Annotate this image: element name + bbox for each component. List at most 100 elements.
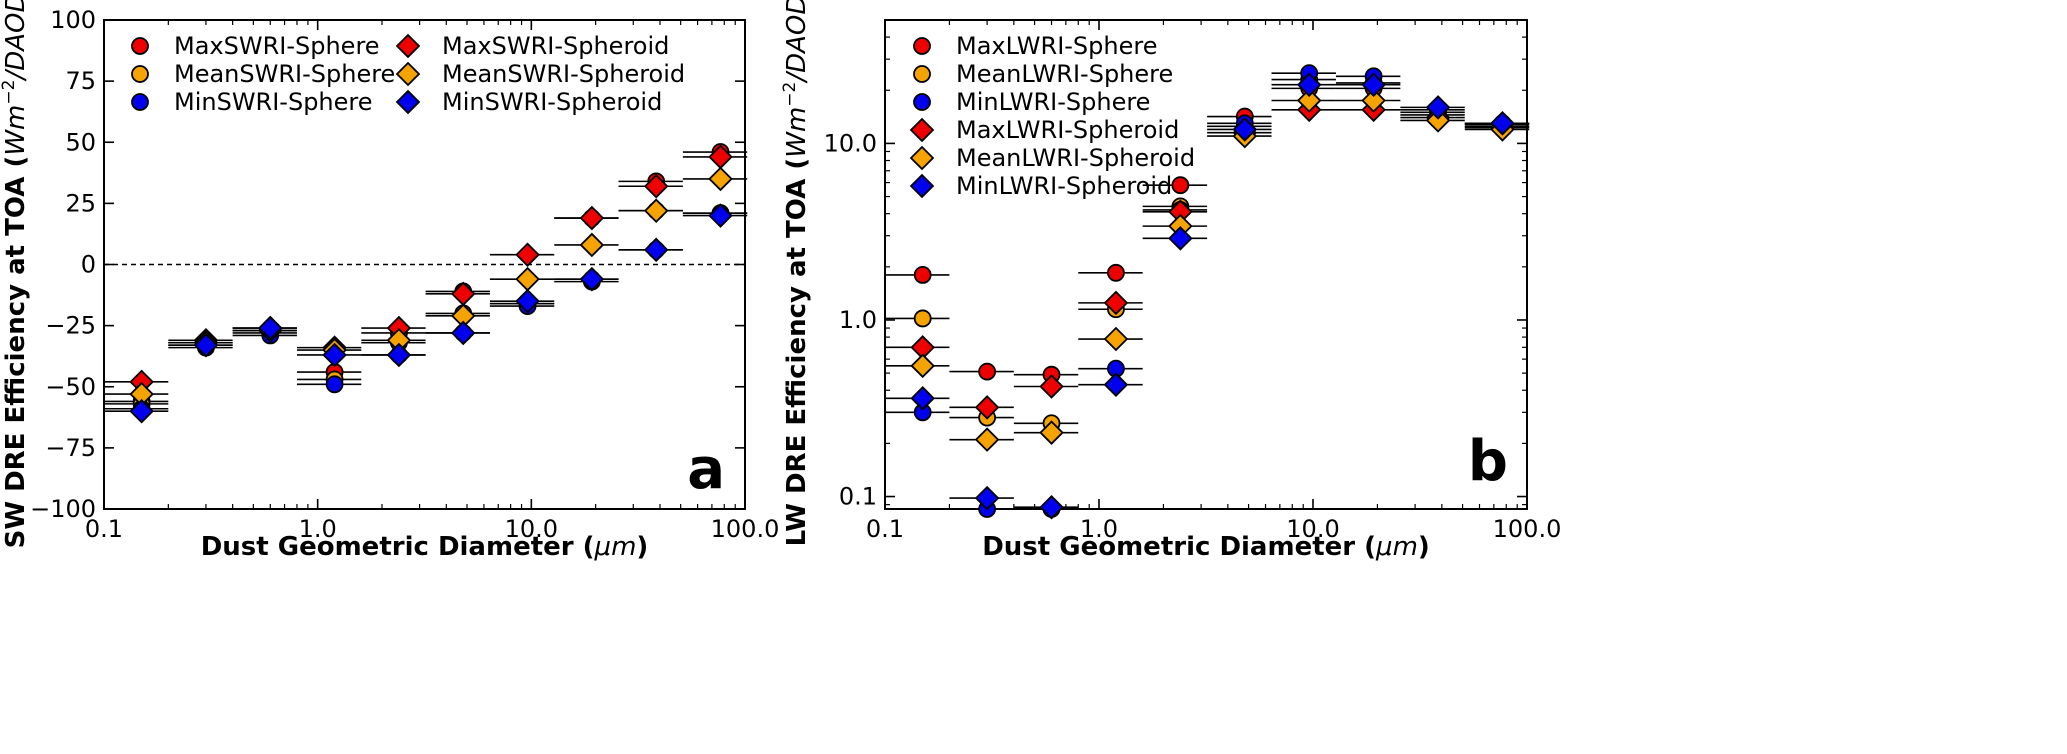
panel-a: 0.1 1.0 10.0 100.0 100 75 50 25 0 −25 −50 −75 −100 Ma… [0,0,779,562]
y-tick-label: 10.0 [824,129,877,157]
data-point-diamond [708,166,733,192]
plot-frame [884,19,1528,510]
data-point-diamond [974,395,1000,420]
data-point-circle [913,266,932,284]
data-point-diamond [1168,226,1193,251]
y-tick-label: 0.1 [839,483,877,511]
y-axis-label-sup: −2 [780,82,800,107]
data-point-diamond [1296,88,1322,113]
y-axis-label: LW DRE Efficiency at TOA (Wm−2/DAOD) [780,0,812,546]
legend-marker-diamond [909,145,935,171]
data-point-diamond [193,332,219,358]
legend-marker-circle [131,65,149,83]
data-point-diamond [1103,326,1129,352]
x-axis-label-tail: ) [1418,532,1430,562]
y-tick-label: −75 [45,434,96,462]
panel-label: a [687,437,725,502]
x-tick-label: 10.0 [1286,515,1339,543]
y-tick-label: 75 [65,67,96,95]
data-point-diamond [1361,88,1386,113]
y-axis-label-unit: Wm [1,105,31,156]
legend-marker-diamond [909,173,935,199]
data-point-circle [913,309,932,328]
legend-marker-diamond [395,89,421,115]
x-axis-label: Dust Geometric Diameter (μm) [201,532,649,562]
data-point-diamond [579,232,605,258]
x-axis-label-unit: μm [1375,532,1418,562]
data-point-diamond [1039,494,1064,520]
data-point-circle [1107,263,1125,282]
data-point-diamond [910,386,935,411]
x-tick-label: 100.0 [711,515,780,543]
data-point-diamond [974,427,1000,452]
y-axis-label-main: SW DRE Efficiency at TOA ( [1,156,31,549]
data-point-diamond [579,205,605,231]
legend-entry-label: MaxSWRI-Sphere [174,32,380,60]
data-point-diamond [1039,420,1064,445]
x-tick-label: 1.0 [299,515,337,543]
data-point-diamond [1232,117,1258,142]
legend-entry-label: MinSWRI-Sphere [174,88,373,116]
y-axis-label-sup: −2 [0,80,19,105]
data-point-diamond [910,353,935,379]
y-tick-label: 25 [65,189,96,217]
x-tick-label: 0.1 [866,515,904,543]
data-point-diamond [1425,95,1451,120]
legend-marker-circle [913,93,931,111]
legend-entry-label: MinLWRI-Spheroid [956,172,1172,200]
data-point-diamond [515,242,540,267]
legend-entry-label: MinLWRI-Sphere [956,88,1150,116]
y-tick-label: −50 [45,373,96,401]
data-point-diamond [386,342,412,368]
legend-marker-diamond [395,61,421,87]
data-point-diamond [515,266,540,292]
y-tick-label: 100 [50,6,96,34]
y-tick-label: −100 [30,495,96,523]
data-point-diamond [708,203,733,228]
data-point-diamond [1361,72,1386,97]
y-tick-label: 1.0 [839,306,877,334]
data-point-circle [1171,176,1190,195]
y-axis-label: SW DRE Efficiency at TOA (Wm−2/DAOD) [0,0,31,548]
legend-marker-circle [131,37,149,55]
y-tick-label: −25 [45,312,96,340]
legend-marker-diamond [395,33,421,59]
legend-marker-circle [913,37,931,55]
y-tick-label: 0 [81,251,96,279]
data-point-diamond [974,485,1000,511]
data-point-diamond [1039,374,1064,399]
data-point-diamond [450,320,476,346]
legend-entry-label: MaxLWRI-Sphere [956,32,1157,60]
y-axis-label-italic: /DAOD [782,0,812,84]
panel-label: b [1468,429,1508,494]
x-axis-label: Dust Geometric Diameter (μm) [982,532,1430,562]
legend: MaxSWRI-SphereMeanSWRI-SphereMinSWRI-Sph… [131,32,685,116]
x-axis-label-unit: μm [594,532,637,562]
data-point-circle [325,375,344,394]
data-point-diamond [643,237,669,263]
y-axis-label-main: LW DRE Efficiency at TOA ( [782,158,812,547]
data-point-diamond [129,398,154,424]
panel-b: 0.1 1.0 10.0 100.010.01.00.1MaxLWRI-SphereM… [780,0,1561,562]
data-point-diamond [1425,108,1451,133]
x-axis-label-main: Dust Geometric Diameter ( [201,532,595,562]
data-point-diamond [643,198,669,223]
data-point-diamond [1103,290,1129,316]
x-tick-label: 0.1 [85,515,123,543]
x-axis-label-tail: ) [636,532,648,562]
legend: MaxLWRI-SphereMeanLWRI-SphereMinLWRI-Sph… [909,32,1195,200]
data-point-diamond [1490,111,1515,136]
data-point-diamond [1103,372,1129,397]
data-point-diamond [450,281,476,307]
legend-marker-diamond [909,117,935,143]
x-tick-label: 100.0 [1493,515,1562,543]
legend-entry-label: MaxLWRI-Spheroid [956,116,1179,144]
x-axis-label-main: Dust Geometric Diameter ( [982,532,1376,562]
legend-entry-label: MeanLWRI-Spheroid [956,144,1195,172]
x-tick-label: 1.0 [1080,515,1118,543]
legend-entry-label: MinSWRI-Spheroid [442,88,662,116]
legend-marker-circle [131,93,149,111]
y-axis-label-italic: /DAOD [1,0,31,82]
data-point-diamond [322,342,347,368]
x-tick-label: 10.0 [505,515,558,543]
